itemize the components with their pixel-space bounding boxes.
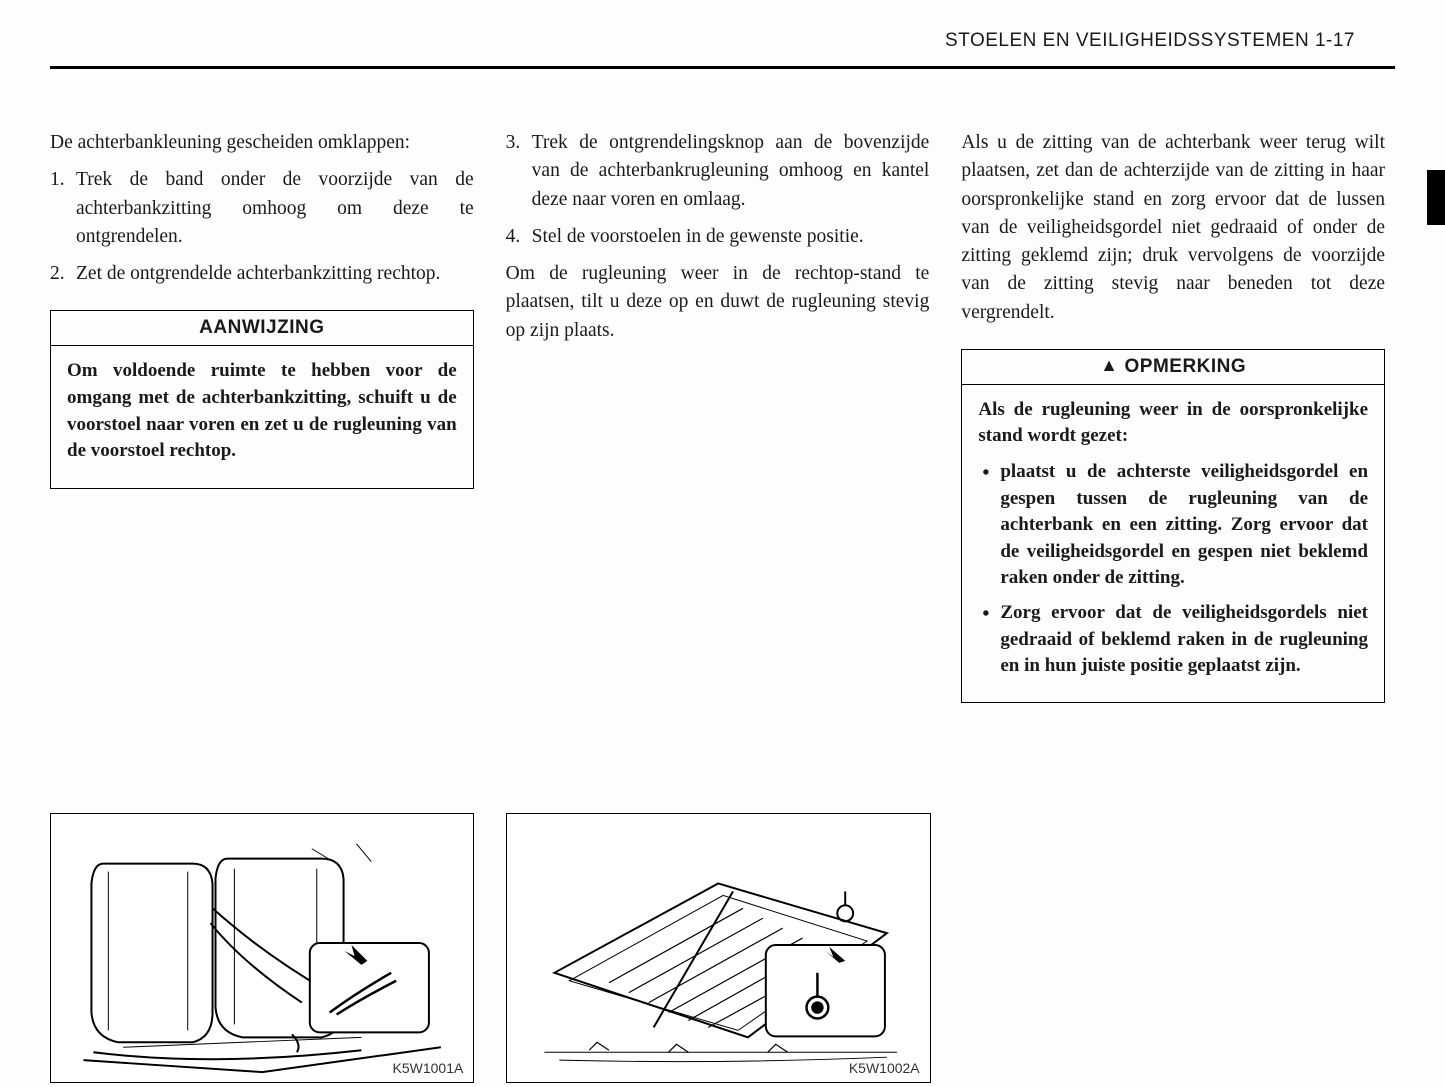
- col1-step-2: Zet de ontgrendelde achterbankzitting re…: [50, 260, 474, 288]
- col1-step-1: Trek de band onder de voorzijde van de a…: [50, 166, 474, 251]
- page-header: STOELEN EN VEILIGHEIDSSYSTEMEN 1-17: [50, 30, 1395, 66]
- header-rule: [50, 66, 1395, 69]
- col2-para: Om de rugleuning weer in de rechtop-stan…: [506, 260, 930, 345]
- section-tab-mark: [1427, 170, 1445, 225]
- instruction-box-text: Om voldoende ruimte te hebben voor de om…: [67, 358, 457, 464]
- note-box: ▲ OPMERKING Als de rugleuning weer in de …: [961, 349, 1385, 703]
- col3-para: Als u de zitting van de achterbank weer …: [961, 129, 1385, 327]
- manual-page: STOELEN EN VEILIGHEIDSSYSTEMEN 1-17 De a…: [50, 30, 1395, 1083]
- col1-intro: De achterbankleuning gescheiden omklappe…: [50, 129, 474, 157]
- col2-step-4: Stel de voorstoelen in de gewenste posit…: [506, 223, 930, 251]
- figure-2: K5W1002A: [506, 813, 930, 1083]
- seat-fold-illustration-2: [507, 814, 929, 1082]
- col1-steps: Trek de band onder de voorzijde van de a…: [50, 166, 474, 288]
- warning-triangle-icon: ▲: [1100, 355, 1118, 376]
- instruction-box-body: Om voldoende ruimte te hebben voor de om…: [51, 346, 473, 487]
- figures-row: K5W1001A: [50, 813, 1395, 1083]
- col2-step-3: Trek de ontgrendelingsknop aan de bovenz…: [506, 129, 930, 214]
- column-3: Als u de zitting van de achterbank weer …: [961, 129, 1385, 703]
- note-box-bullets: plaatst u de achterste veiligheidsgordel…: [978, 459, 1368, 680]
- seat-fold-illustration-1: [51, 814, 473, 1082]
- figure-1-label: K5W1001A: [393, 1060, 464, 1076]
- instruction-box: AANWIJZING Om voldoende ruimte te hebben…: [50, 310, 474, 488]
- three-column-layout: De achterbankleuning gescheiden omklappe…: [50, 129, 1395, 703]
- note-bullet-1: plaatst u de achterste veiligheidsgordel…: [978, 459, 1368, 592]
- figure-1: K5W1001A: [50, 813, 474, 1083]
- col2-steps: Trek de ontgrendelingsknop aan de bovenz…: [506, 129, 930, 251]
- note-box-body: Als de rugleuning weer in de oorspronkel…: [962, 385, 1384, 702]
- note-box-intro: Als de rugleuning weer in de oorspronkel…: [978, 397, 1368, 450]
- figure-2-label: K5W1002A: [849, 1060, 920, 1076]
- note-box-title-text: OPMERKING: [1125, 356, 1247, 377]
- instruction-box-title: AANWIJZING: [51, 311, 473, 346]
- note-bullet-2: Zorg ervoor dat de veiligheidsgordels ni…: [978, 600, 1368, 680]
- note-box-title: ▲ OPMERKING: [962, 350, 1384, 385]
- figures-spacer: [963, 813, 1385, 1083]
- column-1: De achterbankleuning gescheiden omklappe…: [50, 129, 474, 703]
- column-2: Trek de ontgrendelingsknop aan de bovenz…: [506, 129, 930, 703]
